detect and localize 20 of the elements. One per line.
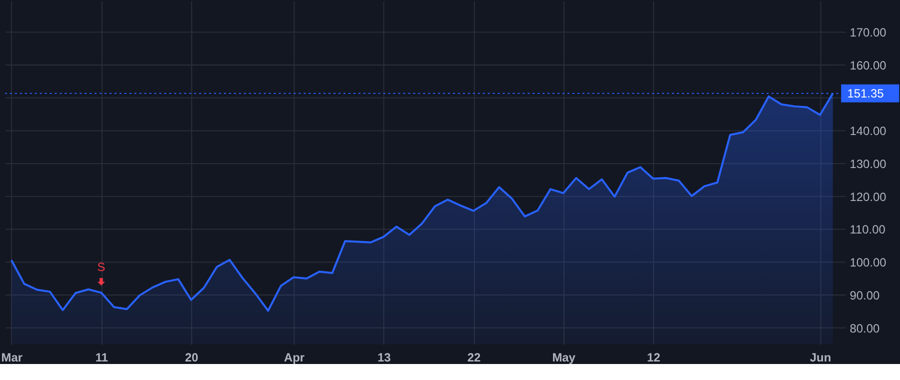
y-tick-label: 140.00 [850,124,887,138]
x-tick-label: 11 [95,350,108,365]
ref-line-label: 151.35 [847,86,884,100]
y-tick-label: 130.00 [850,156,887,171]
x-tick-label: May [552,350,576,365]
x-tick-label: Apr [284,350,305,365]
y-tick-label: 170.00 [850,26,887,40]
x-tick-label: 12 [647,350,661,365]
x-tick-label: 22 [467,350,481,365]
annotation: S [97,260,106,274]
y-tick-label: 90.00 [850,288,880,302]
x-tick-label: Mar [1,350,23,365]
y-tick-label: 80.00 [850,321,880,336]
x-tick-label: Jun [810,350,832,365]
y-tick-label: 160.00 [850,58,887,72]
y-tick-label: 100.00 [850,256,887,270]
y-tick-label: 110.00 [850,222,886,237]
y-tick-label: 120.00 [850,190,887,204]
x-tick-label: 13 [377,350,392,365]
x-tick-label: 20 [184,350,199,365]
